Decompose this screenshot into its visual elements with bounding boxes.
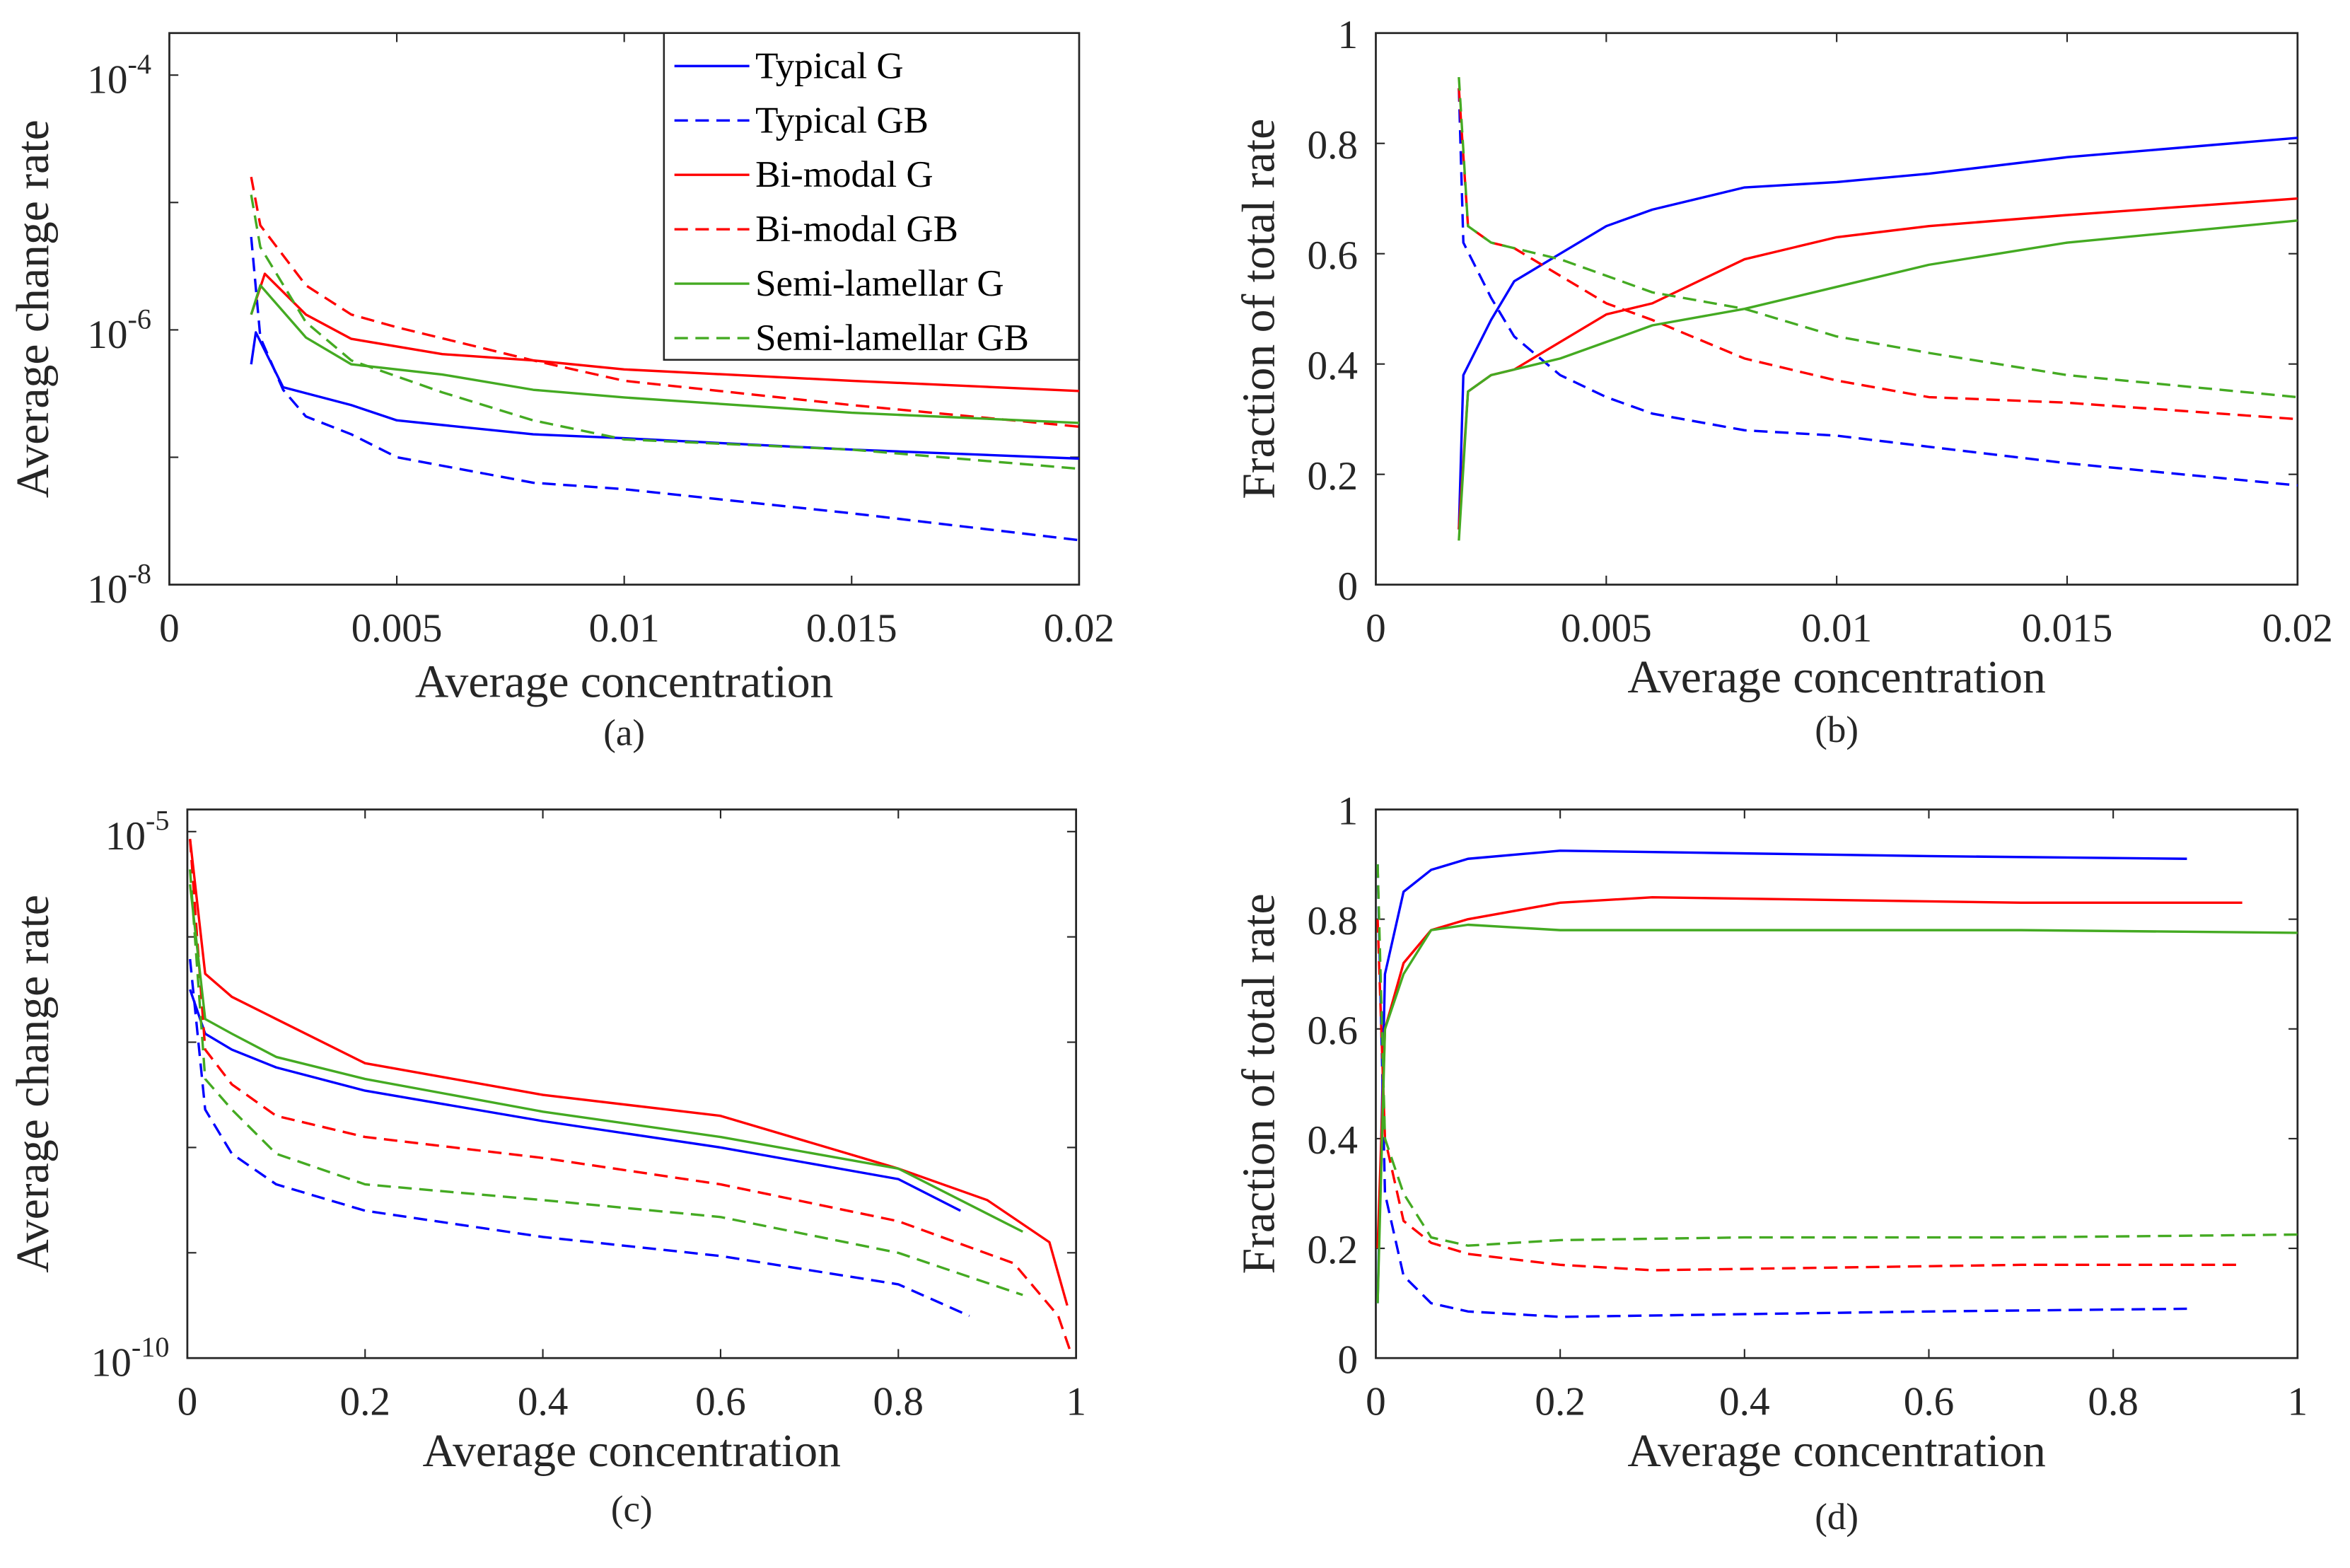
- series-line-bi-modal-gb: [1458, 88, 2298, 421]
- x-tick-label: 0.4: [1719, 1380, 1770, 1424]
- x-tick-label: 0.2: [339, 1380, 390, 1424]
- series-line-semi-lamellar-gb: [1376, 864, 2298, 1247]
- legend-entry: Typical G: [755, 45, 904, 86]
- x-tick-label: 0.005: [1561, 606, 1652, 651]
- panel-caption: (c): [611, 1489, 653, 1530]
- x-tick-label: 0.6: [1904, 1380, 1955, 1424]
- legend-box: [663, 32, 1081, 361]
- y-tick-label: 10-5: [105, 805, 170, 859]
- x-axis-label: Average concentration: [1627, 1425, 2045, 1477]
- panel-c: 0 0.2 0.4 0.6 0.8 1 10-10 10-5 Average concentra…: [7, 805, 1086, 1531]
- x-tick-label: 0: [1366, 606, 1386, 651]
- x-tick-label: 1: [1066, 1380, 1086, 1424]
- series-line-semi-lamellar-g: [1376, 923, 2298, 1303]
- x-axis-label: Average concentration: [423, 1425, 841, 1477]
- panel-caption: (a): [603, 712, 645, 753]
- series-line-typical-gb: [250, 236, 1080, 542]
- panel-a: 0 0.005 0.01 0.015 0.02 10-8 10-6 10-4 Average c…: [7, 32, 1115, 753]
- y-tick-label: 0.2: [1308, 454, 1359, 499]
- legend-entry: Bi-modal G: [755, 154, 933, 195]
- series-line-semi-lamellar-gb: [250, 194, 1080, 470]
- x-tick-label: 0.01: [1801, 606, 1872, 651]
- x-tick-label: 0: [178, 1380, 198, 1424]
- y-tick-label: 1: [1337, 789, 1358, 834]
- y-tick-label: 0.4: [1308, 1118, 1359, 1163]
- x-axis-label: Average concentration: [1627, 651, 2045, 703]
- series-line-typical-g: [189, 989, 962, 1212]
- x-tick-label: 0.01: [589, 606, 660, 651]
- series-line-bi-modal-g: [189, 839, 1069, 1306]
- axes-box: [1375, 808, 2299, 1359]
- axes-box: [186, 808, 1078, 1359]
- x-tick-label: 0.02: [2262, 606, 2333, 651]
- legend-entry: Bi-modal GB: [755, 209, 958, 250]
- y-tick-label: 0.2: [1308, 1228, 1359, 1272]
- series-line-semi-lamellar-g: [1458, 219, 2298, 541]
- y-axis-label: Fraction of total rate: [1233, 893, 1284, 1274]
- series-line-semi-lamellar-gb: [1458, 76, 2298, 399]
- series-line-semi-lamellar-g: [250, 284, 1079, 424]
- series-line-bi-modal-gb: [1376, 919, 2243, 1272]
- y-axis-label: Average change rate: [7, 895, 59, 1273]
- series-line-typical-g: [1376, 849, 2187, 1303]
- series-line-bi-modal-g: [250, 272, 1079, 393]
- x-tick-label: 0.6: [695, 1380, 746, 1424]
- series-line-typical-gb: [1376, 864, 2187, 1318]
- y-tick-label: 10-6: [87, 303, 151, 357]
- y-tick-label: 10-4: [87, 48, 151, 103]
- panel-b: 0 0.005 0.01 0.015 0.02 0 0.2 0.4 0.6 0.8 1 Average…: [1233, 13, 2333, 750]
- x-tick-label: 0: [1366, 1380, 1386, 1424]
- series-line-typical-gb: [1458, 88, 2298, 487]
- series-line-typical-gb: [189, 958, 970, 1318]
- panel-caption: (b): [1815, 709, 1859, 750]
- y-tick-label: 10-10: [91, 1331, 170, 1386]
- legend: Typical G Typical GB Bi-modal G Bi-modal GB…: [663, 32, 1081, 361]
- x-axis-label: Average concentration: [415, 656, 833, 708]
- x-tick-label: 0: [159, 606, 180, 651]
- x-tick-label: 1: [2288, 1380, 2308, 1424]
- series-line-bi-modal-g: [1376, 896, 2243, 1249]
- series-line-bi-modal-gb: [189, 839, 1073, 1356]
- series-line-bi-modal-gb: [250, 176, 1080, 428]
- panel-caption: (d): [1815, 1497, 1859, 1538]
- x-tick-label: 0.015: [806, 606, 897, 651]
- y-axis-label: Average change rate: [7, 120, 59, 498]
- x-tick-label: 0.015: [2022, 606, 2113, 651]
- x-tick-label: 0.4: [518, 1380, 569, 1424]
- axes-box: [1375, 32, 2299, 586]
- y-tick-label: 0.8: [1308, 899, 1359, 943]
- y-tick-label: 10-8: [87, 558, 151, 612]
- y-tick-label: 1: [1337, 13, 1358, 57]
- y-tick-label: 0.6: [1308, 233, 1359, 278]
- series-line-semi-lamellar-g: [189, 884, 1023, 1233]
- legend-entry: Typical GB: [755, 100, 929, 141]
- y-tick-label: 0.4: [1308, 344, 1359, 388]
- x-tick-label: 0.2: [1535, 1380, 1586, 1424]
- y-axis-label: Fraction of total rate: [1233, 119, 1284, 499]
- x-tick-label: 0.02: [1044, 606, 1115, 651]
- series-line-semi-lamellar-gb: [189, 869, 1023, 1296]
- y-tick-label: 0.6: [1308, 1009, 1359, 1053]
- legend-entry: Semi-lamellar GB: [755, 318, 1029, 359]
- x-tick-label: 0.005: [351, 606, 443, 651]
- x-tick-label: 0.8: [2088, 1380, 2139, 1424]
- y-tick-label: 0.8: [1308, 123, 1359, 168]
- series-line-typical-g: [1458, 137, 2298, 530]
- y-tick-label: 0: [1337, 564, 1358, 609]
- panel-d: 0 0.2 0.4 0.6 0.8 1 0 0.2 0.4 0.6 0.8 1 Average conc…: [1233, 789, 2308, 1538]
- y-tick-label: 0: [1337, 1337, 1358, 1382]
- legend-entry: Semi-lamellar G: [755, 263, 1004, 304]
- x-tick-label: 0.8: [873, 1380, 924, 1424]
